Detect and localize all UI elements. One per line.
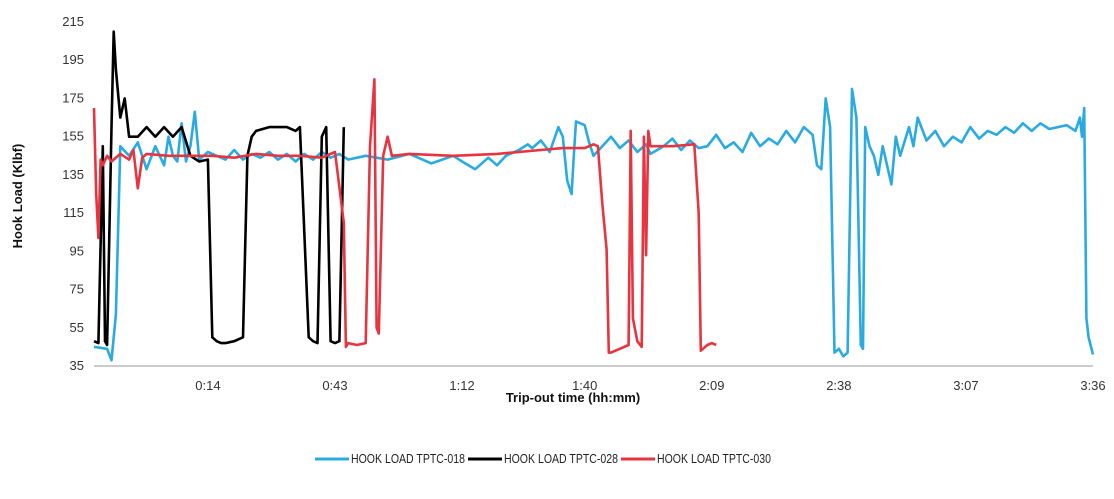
legend: HOOK LOAD TPTC-018 HOOK LOAD TPTC-028 HOOK… [315, 451, 771, 466]
legend-label-2: HOOK LOAD TPTC-028 [504, 451, 618, 466]
y-tick-label: 155 [62, 129, 84, 144]
x-tick-label: 2:38 [826, 378, 851, 393]
y-tick-label: 135 [62, 167, 84, 182]
x-axis-ticks: 0:14 0:43 1:12 1:40 2:09 2:38 3:07 3:36 [195, 378, 1105, 393]
x-tick-label: 0:43 [322, 378, 347, 393]
y-tick-label: 35 [70, 358, 84, 373]
series-line-2 [93, 30, 346, 347]
x-tick-label: 3:36 [1080, 378, 1105, 393]
legend-label-1: HOOK LOAD TPTC-018 [351, 451, 465, 466]
y-tick-label: 115 [63, 205, 84, 220]
y-axis-title: Hook Load (Klbf) [10, 144, 25, 249]
y-tick-label: 215 [62, 14, 84, 29]
y-tick-label: 75 [70, 282, 84, 297]
x-tick-label: 2:09 [699, 378, 724, 393]
y-axis-ticks: 35 55 75 95 115 135 155 175 195 215 [62, 14, 84, 373]
x-tick-label: 3:07 [953, 378, 978, 393]
series-lines [92, 30, 1095, 362]
x-tick-label: 1:12 [449, 378, 474, 393]
x-axis-title: Trip-out time (hh:mm) [506, 390, 640, 405]
y-tick-label: 195 [62, 52, 84, 67]
legend-label-3: HOOK LOAD TPTC-030 [657, 451, 771, 466]
y-tick-label: 55 [70, 320, 84, 335]
x-tick-label: 0:14 [195, 378, 220, 393]
y-tick-label: 175 [62, 90, 84, 105]
series-line-3 [92, 78, 717, 354]
x-tick-label: 1:40 [572, 378, 597, 393]
y-tick-label: 95 [70, 243, 84, 258]
